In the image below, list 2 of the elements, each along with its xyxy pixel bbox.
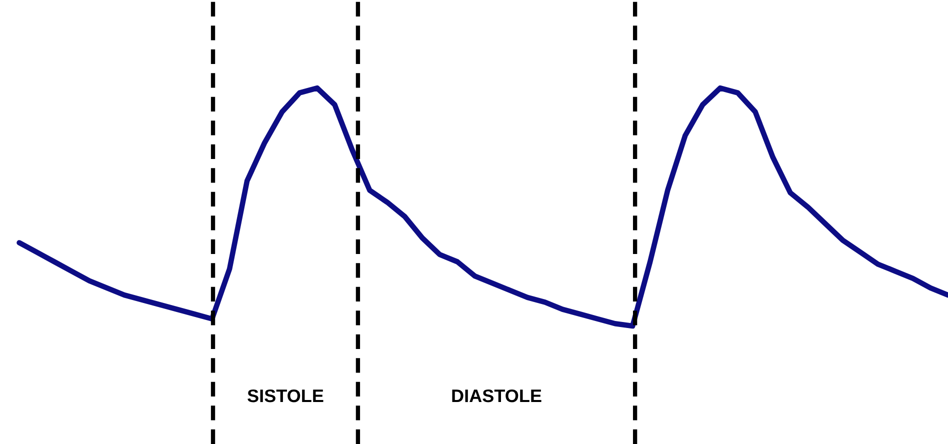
text: SISTOLE bbox=[248, 389, 324, 402]
text: DIASTOLE bbox=[452, 389, 542, 402]
